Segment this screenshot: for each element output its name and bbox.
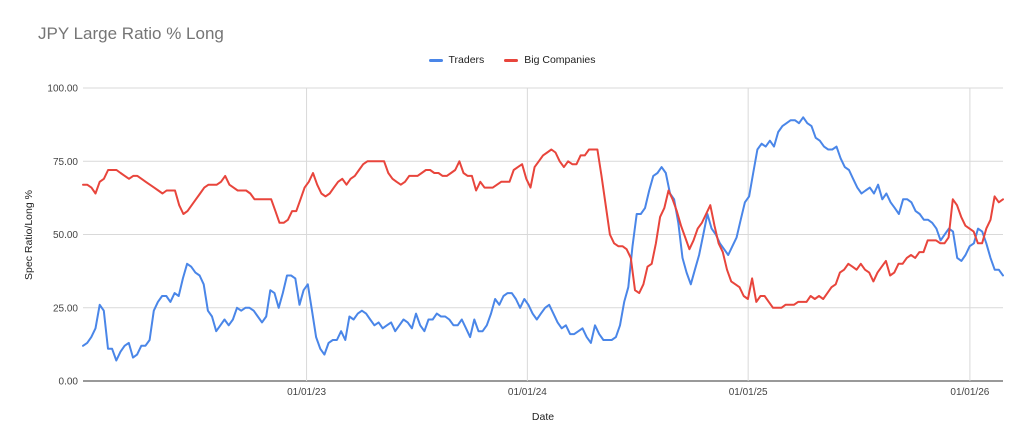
y-tick-label: 50.00 <box>53 230 78 241</box>
legend-swatch-traders <box>428 58 443 62</box>
x-tick-label: 01/01/25 <box>729 387 768 398</box>
legend-item-traders[interactable]: Traders <box>428 54 485 66</box>
legend-label-traders: Traders <box>448 54 485 66</box>
x-tick-label: 01/01/26 <box>950 387 989 398</box>
series-line-big-companies[interactable] <box>82 148 1004 309</box>
series-lines <box>82 116 1004 362</box>
legend-item-big-companies[interactable]: Big Companies <box>504 54 596 66</box>
x-tick-label: 01/01/23 <box>287 387 326 398</box>
x-axis-ticks: 01/01/23 01/01/24 01/01/25 01/01/26 <box>287 387 990 398</box>
y-tick-label: 25.00 <box>53 303 78 314</box>
chart-title: JPY Large Ratio % Long <box>38 24 224 43</box>
y-axis-title: Spec Ratio/Long % <box>23 190 35 280</box>
x-tick-label: 01/01/24 <box>508 387 547 398</box>
y-tick-label: 75.00 <box>53 157 78 168</box>
series-line-traders[interactable] <box>82 116 1004 362</box>
legend-label-big-companies: Big Companies <box>524 54 596 66</box>
legend: Traders Big Companies <box>0 54 1024 66</box>
x-axis-title: Date <box>532 411 554 423</box>
legend-swatch-big-companies <box>504 58 519 62</box>
y-tick-label: 0.00 <box>59 377 79 388</box>
gridlines <box>83 87 1003 382</box>
y-tick-label: 100.00 <box>47 84 78 95</box>
y-axis-ticks: 0.00 25.00 50.00 75.00 100.00 <box>47 84 78 388</box>
